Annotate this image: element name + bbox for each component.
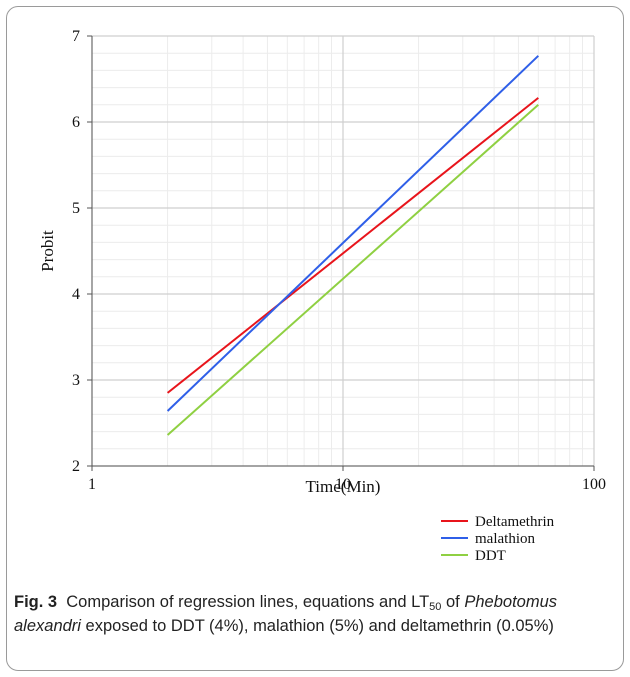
caption-text-mid: of (441, 593, 465, 611)
caption-label: Fig. 3 (14, 593, 58, 611)
series-line-malathion (166, 55, 539, 412)
caption-text-before: Comparison of regression lines, equation… (66, 593, 430, 611)
chart-grid (91, 35, 595, 467)
y-tick-label: 7 (72, 28, 80, 45)
y-tick-label: 2 (72, 458, 80, 475)
x-axis-title: Time(Min) (306, 477, 381, 496)
x-tick-label: 1 (88, 476, 96, 493)
caption-text-after: exposed to DDT (4%), malathion (5%) and … (80, 617, 554, 635)
caption-subscript: 50 (429, 601, 442, 613)
x-tick-label: 100 (582, 476, 606, 493)
probit-chart: 1 10 100 2 3 4 5 6 7 Time(Min) Probit Deltamethr… (38, 28, 606, 564)
figure-caption: Fig. 3 Comparison of regression lines, e… (14, 590, 604, 638)
series-lines (166, 55, 539, 436)
y-tick-label: 5 (72, 200, 80, 217)
y-axis-title: Probit (38, 230, 57, 272)
tick-labels: 1 10 100 2 3 4 5 6 7 (72, 28, 606, 493)
series-line-ddt (166, 104, 539, 436)
x-tick-label: 10 (335, 476, 351, 493)
series-line-deltamethrin (166, 97, 539, 394)
legend-label-deltamethrin: Deltamethrin (475, 514, 555, 530)
figure-frame (6, 6, 624, 671)
y-tick-label: 6 (72, 114, 80, 131)
legend-label-malathion: malathion (475, 531, 535, 547)
legend-label-ddt: DDT (475, 548, 506, 564)
y-tick-label: 4 (72, 286, 80, 303)
caption-species: Phebotomus alexandri (14, 593, 558, 635)
y-tick-label: 3 (72, 372, 80, 389)
